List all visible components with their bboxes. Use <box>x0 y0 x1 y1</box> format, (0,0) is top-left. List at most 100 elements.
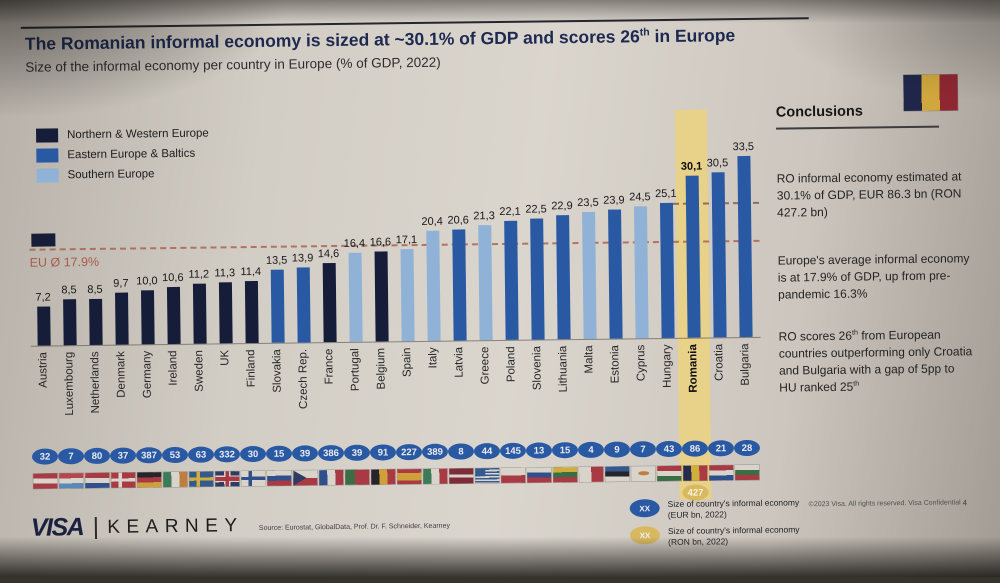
bar-slovakia <box>270 269 285 343</box>
conclusion-bullet: Europe's average informal economy is at … <box>777 251 970 302</box>
austria-flag <box>33 473 58 489</box>
netherlands-flag <box>85 472 110 489</box>
country-label: Ireland <box>167 350 180 386</box>
eur-bn-oval: 7 <box>629 441 657 458</box>
eur-oval-key: XX <box>629 499 660 518</box>
flag-cell <box>423 468 448 484</box>
footer-legend-label: Size of country's informal economy (RON … <box>667 524 800 548</box>
country-label: Austria <box>37 352 50 388</box>
conclusion-bullet: RO informal economy estimated at 30.1% o… <box>776 169 962 220</box>
ireland-flag <box>163 471 188 488</box>
eur-bn-oval: 13 <box>525 442 553 459</box>
bar-spain <box>400 248 415 342</box>
country-label: Italy <box>427 347 440 369</box>
eur-bn-oval: 80 <box>83 447 111 465</box>
eur-bn-oval: 39 <box>343 444 371 461</box>
country-label: Luxembourg <box>63 351 77 416</box>
eur-bn-oval: 37 <box>109 447 137 464</box>
bar-value-label: 17,1 <box>395 233 418 246</box>
flag-cell <box>397 468 422 485</box>
bar-latvia <box>451 229 467 341</box>
country-label: Cyprus <box>635 344 648 382</box>
flag-cell <box>163 471 188 488</box>
country-label: Estonia <box>609 345 622 384</box>
flag-cell <box>579 466 604 483</box>
bar-slovenia <box>529 217 545 340</box>
conclusions-heading: Conclusions <box>775 103 863 121</box>
bar-finland <box>244 281 259 344</box>
bar-value-label: 33,5 <box>732 140 755 154</box>
bar-belgium <box>374 251 389 342</box>
eu-average-label: EU Ø 17.9% <box>29 255 100 271</box>
eur-bn-oval: 227 <box>395 443 423 461</box>
bulgaria-flag <box>735 464 760 481</box>
eur-bn-oval: 4 <box>577 441 605 459</box>
footer-logos: VISA KEARNEY <box>31 511 244 543</box>
flag-cell <box>553 467 578 483</box>
flag-cell <box>735 464 760 481</box>
france-flag <box>319 469 344 486</box>
bar-malta <box>581 211 597 339</box>
spain-flag <box>397 468 422 485</box>
flag-cell <box>189 471 214 487</box>
bar-croatia <box>711 172 727 338</box>
bar-poland <box>503 220 519 340</box>
bar-value-label: 30,5 <box>706 157 729 170</box>
eur-bn-oval: 9 <box>603 441 631 458</box>
flag-cell <box>657 465 682 482</box>
portugal-flag <box>345 469 370 485</box>
eur-bn-oval: 53 <box>161 446 189 464</box>
flag-cell <box>293 470 318 486</box>
flag-cell <box>501 467 526 483</box>
flag-cell <box>111 472 136 488</box>
flag-cell <box>33 473 58 489</box>
bar-value-label: 11,4 <box>240 266 262 279</box>
bar-austria <box>36 306 51 346</box>
eur-bn-oval: 387 <box>135 447 163 464</box>
bar-romania <box>685 175 701 338</box>
luxembourg-flag <box>59 473 84 489</box>
country-label: Belgium <box>375 347 388 390</box>
flag-cell <box>631 466 656 482</box>
flag-cell <box>605 466 630 482</box>
country-label: Greece <box>479 346 492 385</box>
eur-bn-oval: 389 <box>421 443 449 460</box>
eur-bn-oval: 39 <box>291 445 319 462</box>
bar-lithuania <box>555 215 571 340</box>
eur-bn-oval: 332 <box>213 446 241 463</box>
greece-flag <box>475 468 500 484</box>
eu-average-marker <box>31 233 56 248</box>
bar-value-label: 25,1 <box>655 187 677 200</box>
kearney-logo: KEARNEY <box>107 514 244 538</box>
bar-estonia <box>607 209 623 339</box>
country-label: Netherlands <box>89 351 102 414</box>
bar-portugal <box>348 253 363 342</box>
belgium-flag <box>371 469 396 485</box>
flag-cell <box>449 468 474 484</box>
country-label: Hungary <box>661 344 674 389</box>
eur-bn-oval: 30 <box>239 445 267 463</box>
bar-netherlands <box>88 298 103 346</box>
country-label: Slovakia <box>271 349 284 393</box>
conclusions-underline <box>776 125 940 130</box>
eur-bn-oval: 8 <box>447 443 475 460</box>
flag-cell <box>267 470 292 486</box>
country-label: Poland <box>505 346 518 383</box>
ron-oval-key: XX <box>629 526 661 545</box>
bar-uk <box>218 282 233 344</box>
copyright-note: ©2023 Visa. All rights reserved. Visa Co… <box>808 499 961 509</box>
flag-cell <box>59 473 84 489</box>
eur-bn-oval: 7 <box>57 448 85 465</box>
slovakia-flag <box>267 470 292 486</box>
bar-denmark <box>114 292 129 345</box>
slovenia-flag <box>527 467 552 483</box>
country-label: Sweden <box>193 350 206 392</box>
page-number: 4 <box>962 498 968 508</box>
flag-cell <box>345 469 370 485</box>
flag-cell <box>527 467 552 483</box>
country-label: Denmark <box>115 351 128 398</box>
country-label: France <box>323 348 336 385</box>
czech-rep--flag <box>293 470 318 486</box>
bar-germany <box>140 290 155 345</box>
footer-legend-item: XX Size of country's informal economy (RO… <box>629 524 812 548</box>
